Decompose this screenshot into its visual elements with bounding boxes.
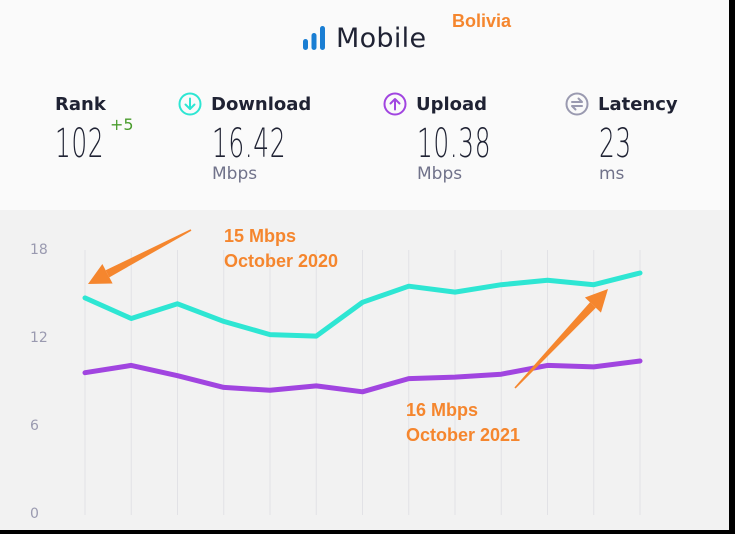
page-title: Mobile <box>302 20 426 56</box>
latency-arrows-icon <box>565 92 589 116</box>
latency-label: Latency <box>598 93 678 115</box>
y-tick-label: 12 <box>30 330 48 346</box>
upload-value: 10.38 <box>417 121 492 167</box>
upload-label: Upload <box>416 93 488 115</box>
arrow-start-icon <box>88 229 192 284</box>
annotation-start-date: October 2020 <box>224 251 339 271</box>
download-unit: Mbps <box>212 164 258 184</box>
annotation-end-value: 16 Mbps <box>406 400 479 420</box>
y-tick-label: 0 <box>30 506 39 522</box>
y-tick-label: 6 <box>30 418 39 434</box>
download-value: 16.42 <box>212 121 287 167</box>
y-tick-label: 18 <box>30 242 48 258</box>
header: Mobile Bolivia Rank 102 +5 Download 16.4… <box>0 0 729 210</box>
upload-metric: Upload 10.38 Mbps <box>383 90 537 184</box>
annotation-start: 15 Mbps October 2020 <box>224 224 338 274</box>
upload-arrow-icon <box>383 92 407 116</box>
latency-metric: Latency 23 ms <box>565 90 678 184</box>
annotation-start-value: 15 Mbps <box>224 226 297 246</box>
rank-metric: Rank 102 <box>55 90 134 167</box>
latency-value: 23 <box>599 121 632 167</box>
download-metric: Download 16.42 Mbps <box>178 90 332 184</box>
rank-value: 102 <box>55 121 105 167</box>
download-arrow-icon <box>178 92 202 116</box>
title-label: Mobile <box>336 22 427 54</box>
annotation-end: 16 Mbps October 2021 <box>406 398 520 448</box>
rank-delta: +5 <box>110 115 134 134</box>
download-label: Download <box>211 93 312 115</box>
arrow-end-icon <box>514 289 608 389</box>
series-upload-line <box>82 358 643 395</box>
latency-unit: ms <box>599 164 625 184</box>
upload-unit: Mbps <box>417 164 463 184</box>
annotation-end-date: October 2021 <box>406 425 521 445</box>
rank-label: Rank <box>55 93 106 115</box>
country-label: Bolivia <box>452 11 512 31</box>
series-download-line <box>82 270 643 339</box>
signal-bars-icon <box>303 26 325 50</box>
